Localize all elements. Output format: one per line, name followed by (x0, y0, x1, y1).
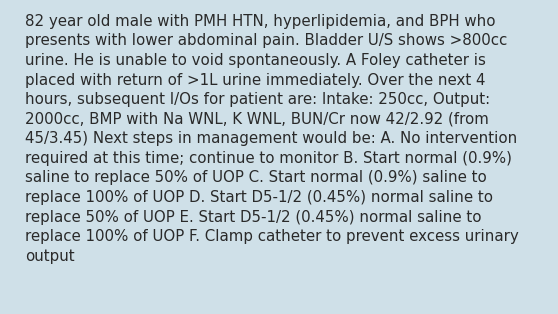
Text: 82 year old male with PMH HTN, hyperlipidemia, and BPH who
presents with lower a: 82 year old male with PMH HTN, hyperlipi… (25, 14, 518, 264)
